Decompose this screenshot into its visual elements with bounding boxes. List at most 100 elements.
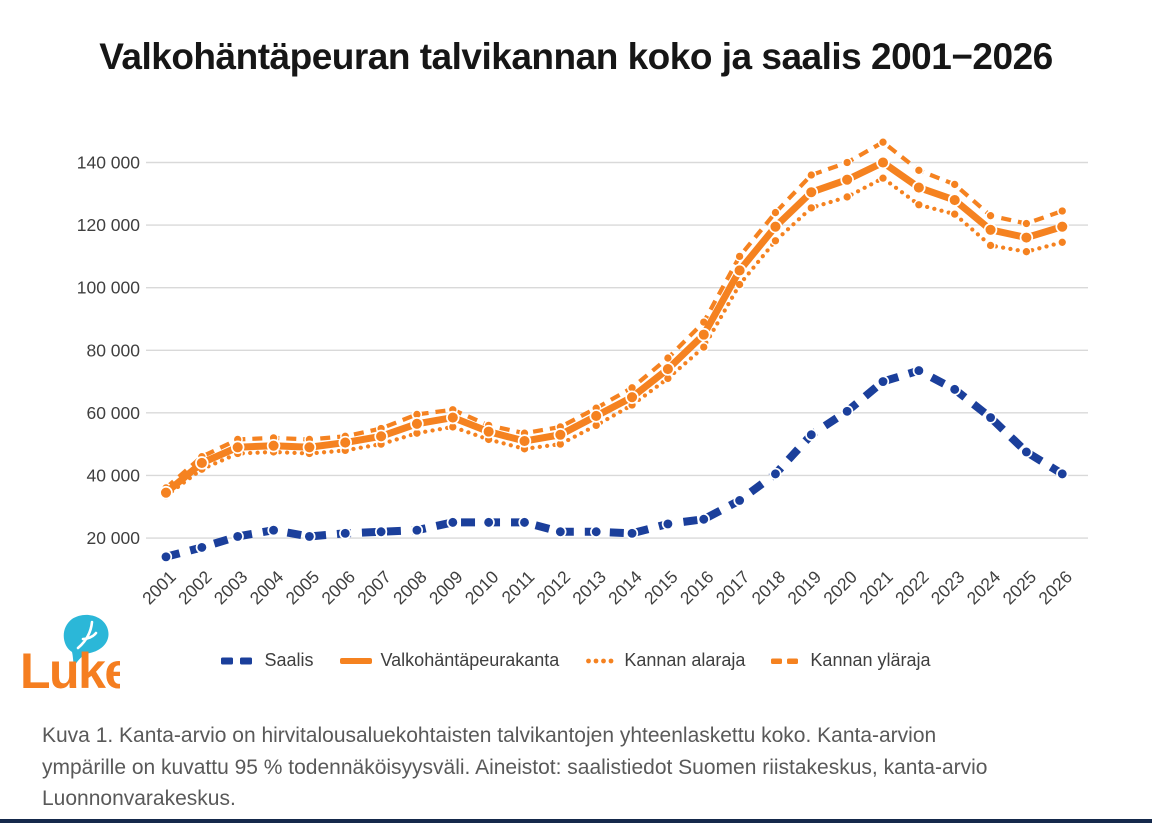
data-point-marker bbox=[554, 525, 567, 538]
x-tick-label: 2003 bbox=[210, 567, 252, 609]
data-point-marker bbox=[912, 364, 925, 377]
data-point-marker bbox=[733, 494, 746, 507]
luke-logo-graphic: Luke bbox=[20, 614, 133, 699]
data-point-marker bbox=[338, 435, 353, 450]
alaraja-dotted-line-swatch bbox=[586, 658, 614, 663]
x-axis-labels: 2001200220032004200520062007200820092010… bbox=[138, 567, 1076, 609]
data-point-marker bbox=[1019, 230, 1034, 245]
data-point-marker bbox=[481, 424, 496, 439]
data-point-marker bbox=[805, 428, 818, 441]
data-point-marker bbox=[841, 405, 854, 418]
data-point-marker bbox=[949, 179, 960, 190]
data-point-marker bbox=[518, 516, 531, 529]
y-axis-labels: 20 000 40 000 60 000 80 000 100 000 120 000 14… bbox=[77, 153, 141, 549]
y-tick-label: 120 000 bbox=[77, 215, 141, 235]
data-point-marker bbox=[876, 155, 890, 170]
data-point-marker bbox=[770, 207, 781, 218]
data-point-marker bbox=[768, 219, 783, 234]
legend-item-alaraja: Kannan alaraja bbox=[585, 650, 745, 671]
data-point-marker bbox=[266, 438, 281, 453]
page-title: Valkohäntäpeuran talvikannan koko ja saa… bbox=[99, 36, 1053, 77]
data-point-marker bbox=[267, 524, 280, 537]
data-point-marker bbox=[589, 409, 603, 423]
data-point-marker bbox=[302, 440, 317, 455]
x-tick-label: 2026 bbox=[1034, 567, 1076, 609]
data-point-marker bbox=[806, 202, 817, 214]
data-point-marker bbox=[662, 352, 674, 364]
x-tick-label: 2017 bbox=[712, 567, 754, 609]
data-point-marker bbox=[553, 428, 568, 442]
luke-logo: Luke bbox=[20, 612, 133, 699]
y-tick-label: 140 000 bbox=[77, 153, 141, 173]
legend-label-ylaraja: Kannan yläraja bbox=[810, 650, 931, 670]
series-kannan-alaraja bbox=[160, 173, 1068, 501]
x-tick-label: 2014 bbox=[604, 567, 646, 609]
data-point-marker bbox=[913, 199, 924, 210]
data-point-marker bbox=[984, 411, 997, 424]
x-tick-label: 2011 bbox=[498, 567, 539, 608]
x-tick-label: 2010 bbox=[461, 567, 503, 609]
data-point-marker bbox=[195, 541, 209, 554]
data-point-marker bbox=[1055, 219, 1069, 234]
legend-label-alaraja: Kannan alaraja bbox=[624, 650, 746, 670]
x-tick-label: 2022 bbox=[891, 567, 933, 609]
ylaraja-dashed-line-swatch bbox=[771, 658, 799, 664]
chart-legend: Saalis Valkohäntäpeurakanta Kannan alara… bbox=[0, 650, 1152, 671]
data-point-marker bbox=[661, 517, 675, 531]
data-point-marker bbox=[374, 429, 388, 444]
chart-plot: 20 000 40 000 60 000 80 000 100 000 120 000 14… bbox=[77, 137, 1088, 609]
data-point-marker bbox=[806, 169, 817, 181]
data-point-marker bbox=[876, 375, 890, 388]
data-point-marker bbox=[913, 165, 924, 176]
y-tick-label: 80 000 bbox=[86, 340, 140, 360]
data-point-marker bbox=[303, 530, 316, 543]
series-valkohäntäpeurakanta bbox=[159, 155, 1069, 500]
data-point-marker bbox=[410, 524, 424, 537]
caption-line-3: Luonnonvarakeskus. bbox=[42, 787, 236, 810]
data-point-marker bbox=[1020, 445, 1033, 459]
data-point-marker bbox=[1057, 205, 1068, 217]
data-point-marker bbox=[912, 180, 926, 195]
x-tick-label: 2006 bbox=[317, 567, 359, 609]
data-point-marker bbox=[1021, 246, 1032, 257]
data-point-marker bbox=[734, 251, 745, 262]
data-point-marker bbox=[517, 434, 532, 448]
data-point-marker bbox=[482, 516, 495, 529]
data-point-marker bbox=[949, 208, 960, 220]
x-tick-label: 2012 bbox=[533, 567, 575, 609]
legend-item-kanta: Valkohäntäpeurakanta bbox=[339, 650, 560, 671]
x-tick-label: 2021 bbox=[855, 567, 897, 609]
caption-line-1: Kuva 1. Kanta-arvio on hirvitalousalueko… bbox=[42, 724, 937, 747]
data-point-marker bbox=[842, 191, 853, 203]
x-tick-label: 2002 bbox=[174, 567, 216, 609]
data-point-marker bbox=[1056, 467, 1069, 481]
x-tick-label: 2023 bbox=[927, 567, 969, 609]
x-tick-label: 2007 bbox=[353, 567, 395, 609]
gridlines bbox=[146, 161, 1088, 539]
caption-line-2: ympärille on kuvattu 95 % todennäköisyys… bbox=[42, 755, 988, 779]
data-point-marker bbox=[230, 440, 245, 455]
x-tick-label: 2024 bbox=[963, 567, 1005, 609]
data-point-marker bbox=[983, 223, 998, 237]
data-point-marker bbox=[625, 390, 639, 404]
x-tick-label: 2015 bbox=[640, 567, 682, 609]
data-point-marker bbox=[842, 157, 853, 168]
x-tick-label: 2009 bbox=[425, 567, 467, 609]
legend-item-ylaraja: Kannan yläraja bbox=[771, 650, 931, 671]
x-tick-label: 2004 bbox=[246, 567, 288, 609]
data-point-marker bbox=[985, 240, 996, 251]
legend-item-saalis: Saalis bbox=[221, 650, 314, 671]
data-point-marker bbox=[877, 137, 889, 148]
data-point-marker bbox=[159, 550, 173, 563]
data-point-marker bbox=[231, 530, 244, 543]
x-tick-label: 2020 bbox=[819, 567, 861, 609]
data-point-marker bbox=[410, 417, 424, 431]
data-point-marker bbox=[769, 467, 782, 481]
x-tick-label: 2019 bbox=[783, 567, 825, 609]
data-point-marker bbox=[840, 172, 854, 187]
data-point-marker bbox=[195, 456, 209, 470]
data-point-marker bbox=[446, 516, 459, 529]
legend-label-kanta: Valkohäntäpeurakanta bbox=[380, 650, 560, 670]
data-point-marker bbox=[446, 410, 460, 425]
